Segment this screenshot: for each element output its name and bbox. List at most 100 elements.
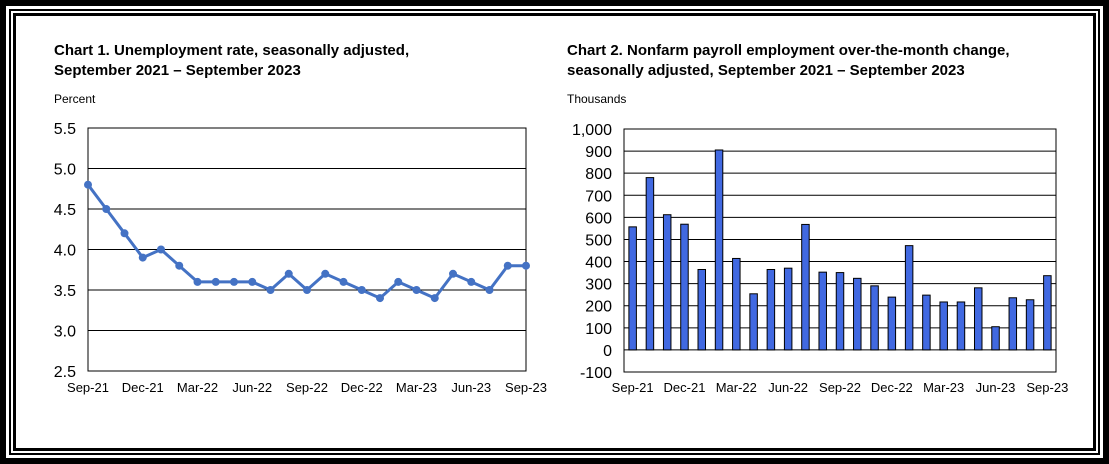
chart1-data-point [503,261,512,270]
chart2-bar [783,267,793,351]
chart1-data-point [303,286,311,294]
chart1-y-tick-label: 3.0 [54,324,76,341]
chart1-data-point [321,269,330,278]
chart1-data-point [376,294,384,303]
chart1-data-point [412,286,421,294]
chart2-y-tick-label: 400 [585,255,612,272]
chart1-plot-frame [87,127,527,372]
chart2-x-tick-label: Sep-22 [819,380,861,395]
chart2-subtitle: seasonally adjusted, September 2021 – Se… [567,62,965,79]
chart2-x-tick-label: Jun-23 [976,380,1016,395]
chart2-bar [697,268,707,351]
chart2-y-tick-label: -100 [580,365,612,382]
chart2-bar [801,223,810,351]
chart1-title: Chart 1. Unemployment rate, seasonally a… [54,42,410,59]
chart2-y-tick-label: 300 [585,277,612,294]
chart2-bar [922,294,931,351]
chart1-data-point [102,205,111,213]
chart2-bar [680,223,689,351]
chart2-bar [853,277,862,351]
chart1-data-point [467,277,476,286]
chart2-bar [662,214,672,351]
chart2-bar [732,257,741,351]
chart2-bar [1025,299,1035,351]
chart1-y-tick-label: 5.5 [54,121,76,138]
chart2-x-tick-label: Sep-23 [1026,380,1068,395]
chart1-data-point [339,277,348,286]
chart2-y-tick-label: 200 [585,299,612,316]
chart1-x-tick-label: Dec-22 [341,380,383,395]
chart1-data-point [357,286,366,294]
chart2-x-tick-label: Mar-23 [923,380,964,395]
chart1-data-point [230,277,238,286]
chart1-data-point [522,261,530,270]
chart2-y-tick-label: 1,000 [572,122,612,139]
chart2-bar [956,301,966,351]
chart1-data-point [193,277,202,286]
chart2-y-tick-label: 0 [603,343,612,360]
chart2-bar [1008,297,1018,351]
chart1-y-tick-label: 5.0 [54,162,76,179]
chart1-y-tick-label: 2.5 [54,364,76,381]
chart1-unit-label: Percent [54,92,96,106]
chart2-y-tick-label: 900 [585,144,612,161]
chart2-bar [991,326,1000,351]
chart2-bar [749,293,758,351]
chart1-data-point [394,277,403,286]
chart1-x-tick-label: Sep-23 [505,380,547,395]
chart2-y-tick-label: 800 [585,166,612,183]
chart1-x-tick-label: Jun-23 [451,380,491,395]
chart2-bar [887,296,897,351]
chart2-bar [766,268,776,351]
chart1-data-point [211,277,220,286]
chart2-y-tick-label: 600 [585,210,612,227]
chart1-x-tick-label: Mar-23 [396,380,437,395]
chart2-title: Chart 2. Nonfarm payroll employment over… [567,42,1010,59]
chart1-data-point [449,269,457,278]
chart2-bar [835,272,845,351]
chart1-y-tick-label: 4.5 [54,202,76,219]
chart2-bar [1043,275,1052,351]
chart1-title-block: Chart 1. Unemployment rate, seasonally a… [54,41,409,81]
chart2-bar [714,149,724,351]
chart1-x-tick-label: Mar-22 [177,380,218,395]
chart1-data-point [284,269,293,278]
chart2-bar [818,271,827,351]
chart2-bar [628,226,637,351]
chart1-y-tick-label: 4.0 [54,243,76,260]
chart2-bar [939,301,948,351]
chart2-bar [973,287,983,351]
chart2-y-tick-label: 100 [585,321,612,338]
chart2-title-block: Chart 2. Nonfarm payroll employment over… [567,41,1010,81]
chart2-x-tick-label: Jun-22 [768,380,808,395]
chart1-x-tick-label: Sep-21 [67,380,109,395]
chart2-x-tick-label: Dec-22 [871,380,913,395]
chart1-y-tick-label: 3.5 [54,283,76,300]
chart1-data-point [266,286,275,294]
chart1-x-tick-label: Jun-22 [232,380,272,395]
chart2-x-tick-label: Mar-22 [716,380,757,395]
chart1-data-point [175,261,184,270]
chart1-data-point [120,229,129,238]
chart2-x-tick-label: Dec-21 [664,380,706,395]
chart1-x-tick-label: Dec-21 [122,380,164,395]
chart1-data-point [138,253,147,262]
chart1-x-tick-label: Sep-22 [286,380,328,395]
chart2-bar [645,177,655,351]
chart1-data-point [248,277,257,286]
figure-inner-border [13,13,1096,451]
chart2-y-tick-label: 500 [585,232,612,249]
chart2-plot-frame [623,128,1057,373]
chart1-data-point [430,294,439,303]
chart1-data-point [157,245,165,254]
chart2-x-tick-label: Sep-21 [612,380,654,395]
chart1-subtitle: September 2021 – September 2023 [54,62,301,79]
chart2-unit-label: Thousands [567,92,627,106]
chart2-bar [904,245,914,351]
chart1-data-point [485,286,494,294]
chart2-y-tick-label: 700 [585,188,612,205]
chart1-data-point [84,180,92,189]
